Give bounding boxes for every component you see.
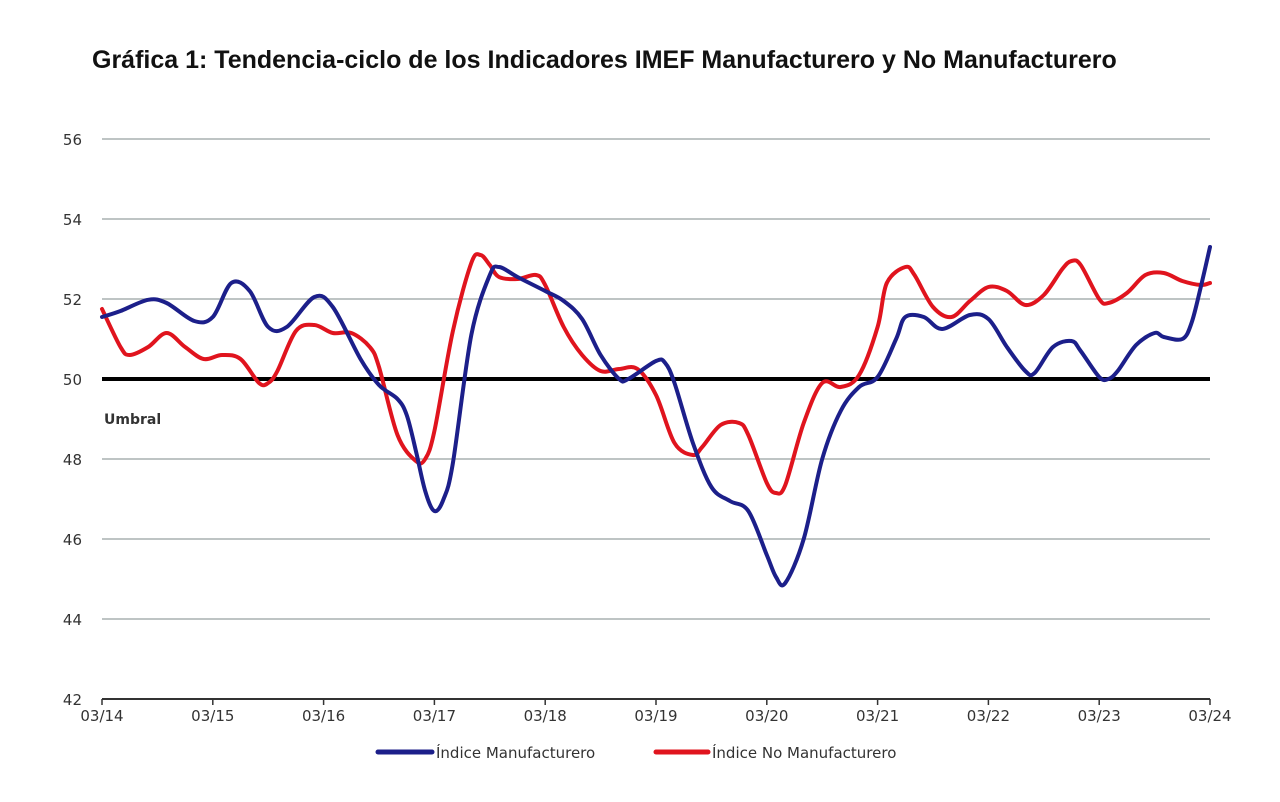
y-axis-ticks: 42 44 46 48 50 52 54 56: [63, 131, 82, 709]
threshold-line-group: Umbral: [102, 377, 1210, 428]
y-tick-label: 56: [63, 131, 82, 149]
legend-label: Índice No Manufacturero: [712, 743, 896, 762]
x-tick-label: 03/24: [1188, 707, 1231, 725]
y-tick-label: 52: [63, 291, 82, 309]
y-tick-label: 44: [63, 611, 82, 629]
gridlines: [102, 138, 1210, 620]
legend-label: Índice Manufacturero: [436, 743, 595, 762]
series-line-manufacturero: [100, 245, 1212, 588]
legend-item-manufacturero: Índice Manufacturero: [375, 743, 595, 762]
y-tick-label: 46: [63, 531, 82, 549]
x-tick-label: 03/21: [856, 707, 899, 725]
y-tick-label: 42: [63, 691, 82, 709]
x-tick-label: 03/23: [1078, 707, 1121, 725]
series-line-no-manufacturero: [100, 252, 1212, 496]
x-tick-label: 03/19: [634, 707, 677, 725]
x-axis: 03/14 03/15 03/16 03/17 03/18 03/19 03/20 03/21…: [80, 698, 1232, 725]
legend: Índice Manufacturero Índice No Manufactur…: [375, 743, 896, 762]
x-tick-label: 03/16: [302, 707, 345, 725]
x-tick-label: 03/20: [745, 707, 788, 725]
x-tick-label: 03/18: [524, 707, 567, 725]
x-tick-label: 03/22: [967, 707, 1010, 725]
x-tick-label: 03/15: [191, 707, 234, 725]
y-tick-label: 54: [63, 211, 82, 229]
series-lines: [100, 245, 1212, 588]
y-tick-label: 50: [63, 371, 82, 389]
threshold-label: Umbral: [104, 412, 161, 428]
y-tick-label: 48: [63, 451, 82, 469]
x-tick-label: 03/14: [80, 707, 123, 725]
chart-title: Gráfica 1: Tendencia-ciclo de los Indica…: [92, 46, 1117, 74]
legend-item-no-manufacturero: Índice No Manufacturero: [653, 743, 896, 762]
x-tick-label: 03/17: [413, 707, 456, 725]
